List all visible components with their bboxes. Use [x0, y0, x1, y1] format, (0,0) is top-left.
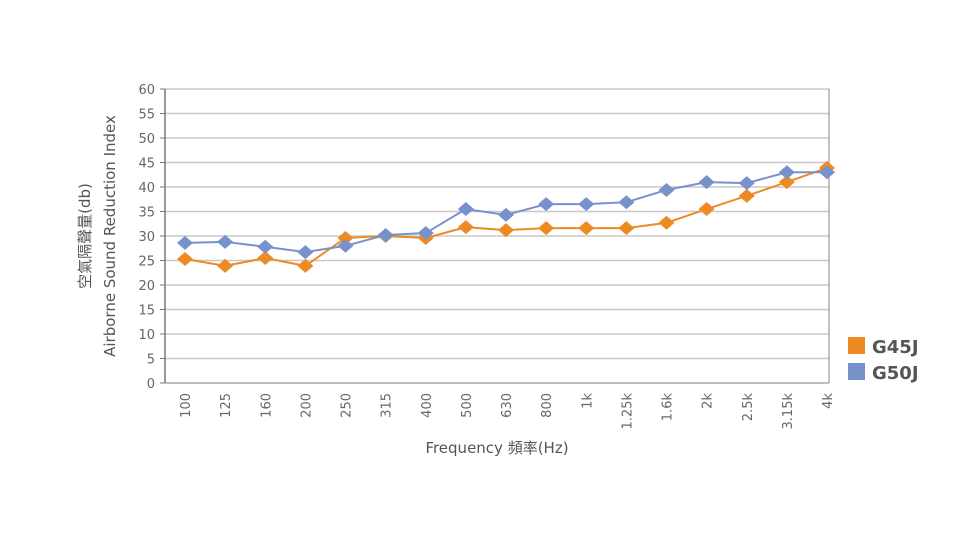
- data-point-G50J: [297, 245, 314, 260]
- data-point-G50J: [417, 226, 434, 241]
- data-point-G45J: [538, 221, 555, 236]
- data-point-G45J: [457, 220, 474, 235]
- legend: G45J G50J: [848, 337, 919, 384]
- data-point-G45J: [177, 252, 193, 267]
- data-point-G45J: [217, 258, 234, 273]
- y-tick-label: 20: [138, 279, 155, 294]
- grid: [160, 88, 830, 384]
- data-point-G50J: [498, 207, 514, 222]
- x-ticks: 100 125 160 200 250 315 400 500 630 800 1k 1.25k 1.6…: [179, 393, 836, 430]
- y-tick-label: 30: [138, 230, 155, 245]
- data-point-G50J: [538, 197, 555, 212]
- data-point-G50J: [337, 238, 354, 253]
- y-tick-label: 0: [147, 377, 155, 392]
- data-point-G45J: [337, 230, 354, 245]
- data-point-G45J: [658, 215, 675, 230]
- data-point-G50J: [457, 202, 474, 217]
- data-point-G50J: [377, 228, 394, 243]
- x-tick-label: 400: [420, 393, 435, 418]
- y-tick-label: 15: [138, 304, 155, 319]
- data-point-G45J: [778, 175, 795, 190]
- x-tick-label: 4k: [821, 393, 836, 409]
- x-tick-label: 1.6k: [661, 393, 676, 422]
- y-tick-label: 45: [138, 157, 155, 172]
- data-point-G50J: [257, 239, 274, 254]
- series-layer: [177, 160, 835, 273]
- data-point-G45J: [698, 202, 715, 217]
- y-tick-label: 25: [138, 255, 155, 270]
- legend-label: G45J: [872, 337, 919, 358]
- y-tick-label: 10: [138, 328, 155, 343]
- x-tick-label: 160: [259, 393, 274, 418]
- x-tick-label: 2k: [701, 393, 716, 409]
- y-axis-label-zh: 空氣隔聲量(db): [76, 183, 94, 289]
- data-point-G45J: [257, 251, 274, 266]
- y-tick-label: 40: [138, 181, 155, 196]
- x-tick-label: 200: [299, 393, 314, 418]
- data-point-G50J: [217, 234, 234, 249]
- x-tick-label: 100: [179, 393, 194, 418]
- x-tick-label: 1.25k: [620, 393, 635, 430]
- legend-label: G50J: [872, 363, 919, 384]
- legend-swatch: [848, 337, 865, 354]
- x-tick-label: 630: [500, 393, 515, 418]
- data-point-G50J: [819, 165, 835, 180]
- x-tick-label: 315: [380, 393, 395, 418]
- x-tick-label: 800: [540, 393, 555, 418]
- data-point-G50J: [658, 182, 675, 197]
- y-ticks: 0 5 10 15 20 25 30 35 40 45 50 55 60: [138, 83, 155, 392]
- x-tick-label: 500: [460, 393, 475, 418]
- x-tick-label: 1k: [580, 393, 595, 409]
- x-tick-label: 2.5k: [741, 393, 756, 422]
- y-tick-label: 60: [138, 83, 155, 98]
- y-tick-label: 5: [147, 353, 155, 368]
- x-tick-label: 3.15k: [781, 393, 796, 430]
- x-tick-label: 125: [219, 393, 234, 418]
- data-point-G45J: [578, 221, 595, 236]
- data-point-G50J: [578, 197, 595, 212]
- data-point-G45J: [498, 223, 514, 238]
- y-tick-label: 55: [138, 108, 155, 123]
- data-point-G45J: [297, 258, 314, 273]
- x-tick-label: 250: [340, 393, 355, 418]
- data-point-G45J: [738, 188, 755, 203]
- data-point-G45J: [618, 221, 635, 236]
- legend-swatch: [848, 363, 865, 380]
- y-tick-label: 50: [138, 132, 155, 147]
- data-point-G50J: [698, 175, 715, 190]
- y-axis-label-en: Airborne Sound Reduction Index: [101, 115, 119, 357]
- data-point-G50J: [738, 176, 755, 191]
- data-point-G50J: [778, 165, 795, 180]
- data-point-G50J: [618, 195, 635, 210]
- x-axis-label: Frequency 頻率(Hz): [425, 439, 568, 457]
- data-point-G50J: [177, 235, 193, 250]
- y-tick-label: 35: [138, 206, 155, 221]
